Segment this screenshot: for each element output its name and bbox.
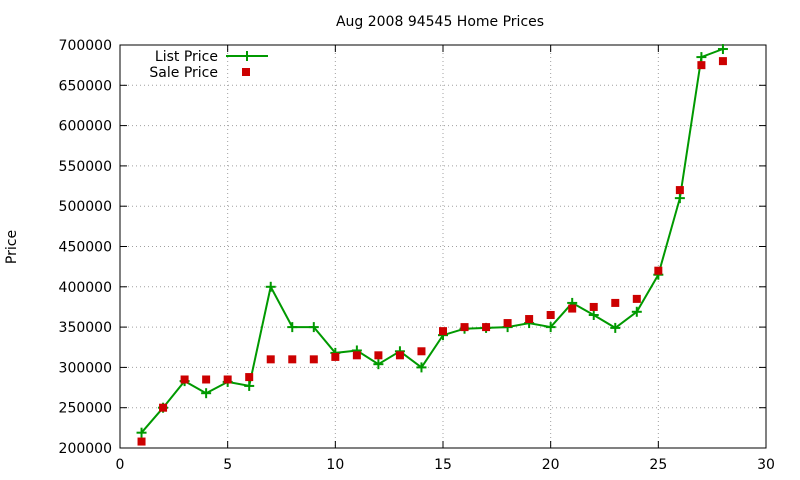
x-tick-label: 30 [757,457,775,473]
series-layer [136,44,728,446]
x-tick-label: 5 [223,457,232,473]
data-point [545,322,556,333]
data-point [223,375,232,384]
data-point [416,362,427,373]
data-point [373,359,384,370]
data-point [525,315,534,324]
data-point [287,322,298,333]
data-point [202,375,211,384]
data-point [308,322,319,333]
series-sale-price [137,57,727,446]
y-tick-label: 200000 [59,441,112,457]
data-point [266,355,275,364]
data-point [589,302,598,311]
data-point [546,311,555,320]
axis-ticks: 200000 250000 300000 350000 400000 450000 5000… [59,38,775,473]
y-tick-label: 250000 [59,401,112,417]
y-tick-label: 500000 [59,199,112,215]
data-point [568,304,577,313]
legend-label: Sale Price [149,65,218,81]
series-line [140,48,724,434]
data-point [309,355,318,364]
data-point [395,351,404,360]
data-point [159,403,168,412]
data-point [265,281,276,292]
data-point [136,427,147,438]
data-point [460,323,469,332]
x-tick-label: 0 [116,457,125,473]
data-point [137,437,146,446]
y-tick-label: 700000 [59,38,112,54]
legend-swatch-marker [242,68,250,76]
y-tick-label: 650000 [59,78,112,94]
data-point [588,310,599,321]
data-point [632,294,641,303]
x-tick-label: 10 [326,457,344,473]
data-point [654,266,663,275]
plot-frame [119,44,767,449]
x-tick-label: 25 [649,457,667,473]
data-point [611,298,620,307]
data-point [610,322,621,333]
data-point [631,306,642,317]
data-point [331,352,340,361]
data-point [718,57,727,66]
data-point [352,351,361,360]
y-tick-label: 350000 [59,320,112,336]
data-point [245,373,254,382]
data-point [696,52,707,63]
y-tick-label: 450000 [59,240,112,256]
data-point [417,347,426,356]
legend-label: List Price [155,49,218,65]
data-point [244,380,255,391]
data-point [374,351,383,360]
y-axis-label: Price [4,230,20,264]
chart-title: Aug 2008 94545 Home Prices [336,14,544,30]
y-tick-label: 550000 [59,159,112,175]
data-point [201,388,212,399]
data-point [503,319,512,328]
data-point [482,323,491,332]
data-point [674,193,685,204]
y-tick-label: 300000 [59,360,112,376]
data-point [697,61,706,70]
y-tick-label: 400000 [59,280,112,296]
y-tick-label: 600000 [59,119,112,135]
data-point [180,375,189,384]
legend-swatch-marker [242,51,252,61]
data-point [717,44,728,55]
data-point [675,186,684,195]
data-point [288,355,297,364]
x-tick-label: 20 [542,457,560,473]
x-tick-label: 15 [434,457,452,473]
data-point [439,327,447,336]
